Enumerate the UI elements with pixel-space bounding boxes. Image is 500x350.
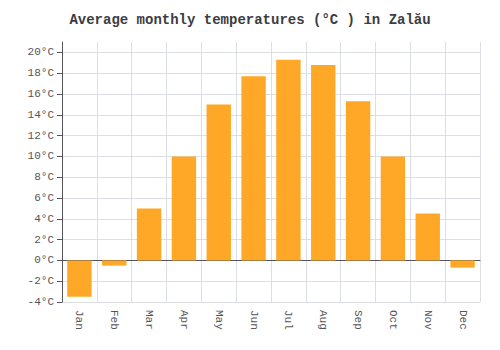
svg-text:Dec: Dec	[457, 310, 469, 330]
svg-text:0°C: 0°C	[34, 254, 54, 266]
svg-text:-2°C: -2°C	[28, 275, 55, 287]
svg-text:4°C: 4°C	[34, 213, 54, 225]
svg-text:Oct: Oct	[387, 310, 399, 330]
svg-text:Aug: Aug	[317, 310, 329, 330]
svg-text:Mar: Mar	[143, 310, 155, 330]
svg-text:Average monthly temperatures (: Average monthly temperatures (°C ) in Za…	[69, 12, 430, 28]
svg-text:-4°C: -4°C	[28, 296, 55, 308]
svg-text:2°C: 2°C	[34, 234, 54, 246]
svg-text:Sep: Sep	[352, 310, 364, 330]
svg-text:18°C: 18°C	[28, 67, 55, 79]
svg-text:Feb: Feb	[108, 310, 120, 330]
svg-text:14°C: 14°C	[28, 109, 55, 121]
svg-text:Nov: Nov	[422, 310, 434, 330]
svg-text:Apr: Apr	[178, 310, 190, 330]
svg-text:20°C: 20°C	[28, 46, 55, 58]
svg-text:Jun: Jun	[248, 310, 260, 330]
svg-text:8°C: 8°C	[34, 171, 54, 183]
svg-text:Jan: Jan	[73, 310, 85, 330]
svg-text:May: May	[213, 310, 225, 330]
svg-text:6°C: 6°C	[34, 192, 54, 204]
svg-text:12°C: 12°C	[28, 130, 55, 142]
svg-text:16°C: 16°C	[28, 88, 55, 100]
svg-text:10°C: 10°C	[28, 150, 55, 162]
svg-text:Jul: Jul	[282, 310, 294, 330]
